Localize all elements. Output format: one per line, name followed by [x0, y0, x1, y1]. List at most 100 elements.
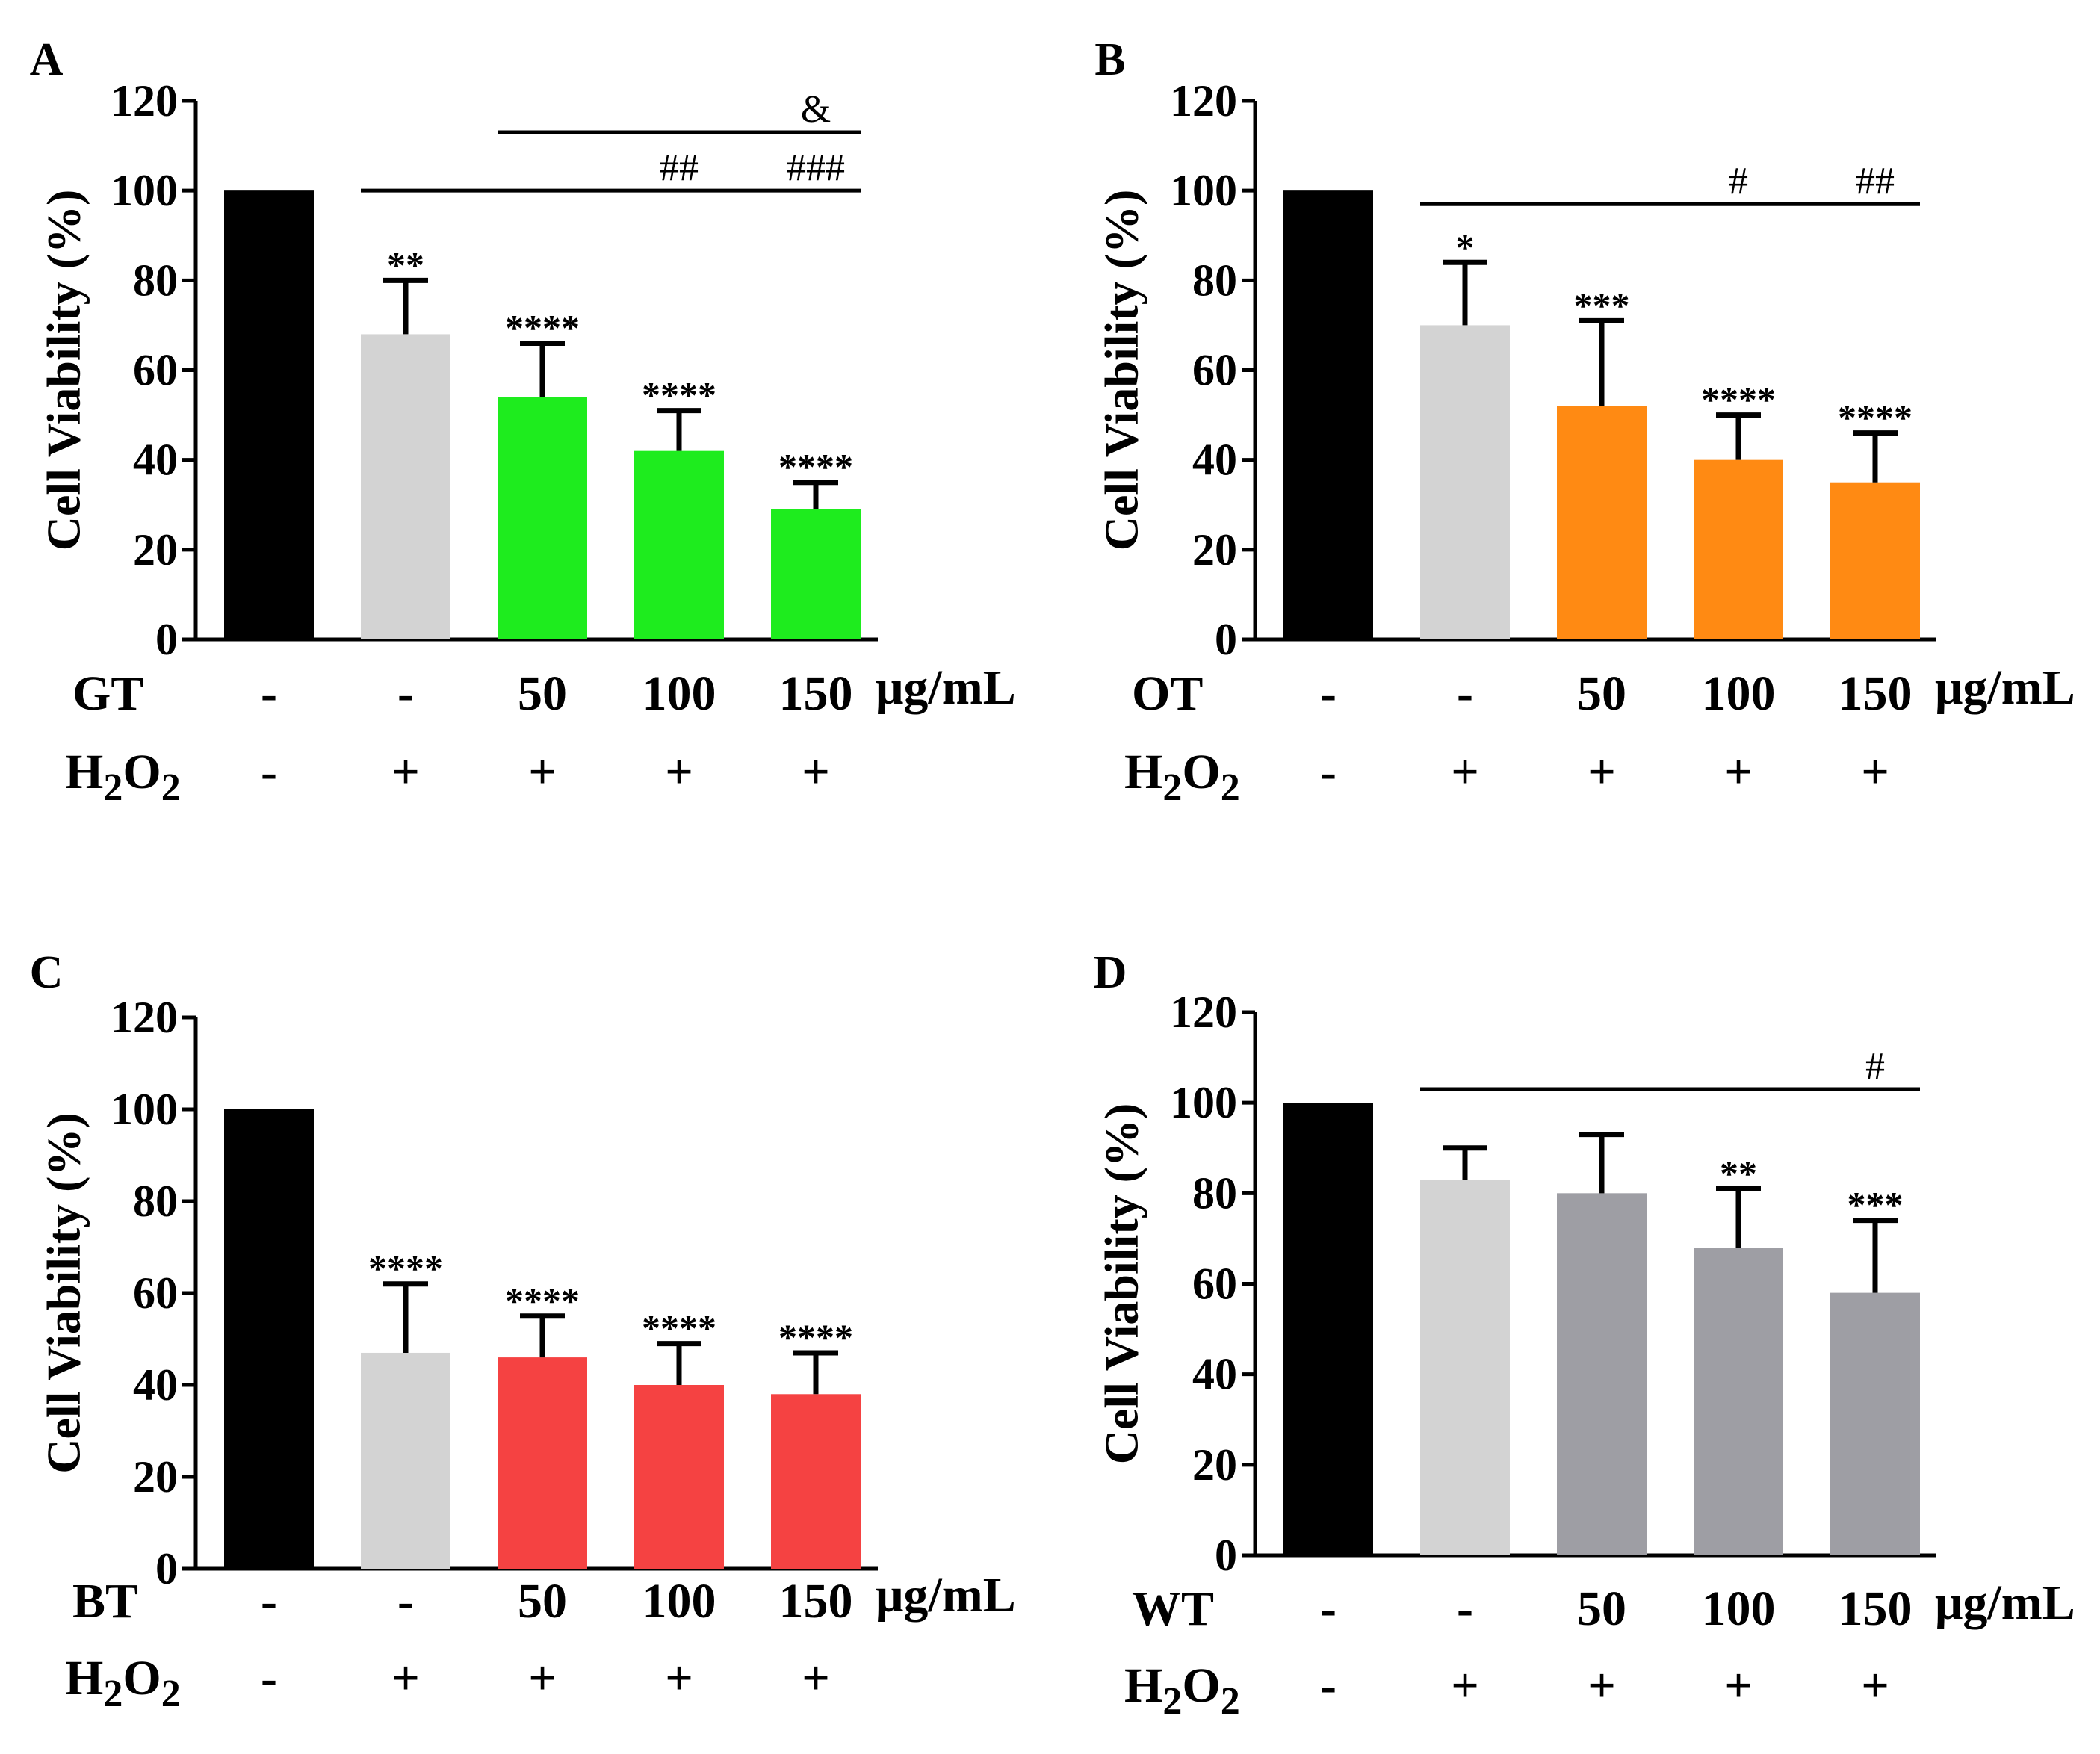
- y-tick-label: 120: [111, 993, 178, 1042]
- y-tick-label: 80: [133, 255, 178, 305]
- y-tick-label: 40: [133, 436, 178, 485]
- panel-letter: A: [30, 34, 64, 85]
- significance-label: ****: [505, 306, 580, 348]
- bar: [1694, 459, 1783, 639]
- bar: [634, 1385, 724, 1569]
- y-tick-label: 100: [1170, 1078, 1237, 1127]
- y-tick-label: 60: [1192, 1259, 1237, 1309]
- y-tick-label: 40: [133, 1360, 178, 1410]
- row1-unit: μg/mL: [1935, 660, 2075, 715]
- row1-value: -: [1457, 1581, 1473, 1636]
- row2-value: -: [1320, 1658, 1336, 1713]
- bar: [1283, 1103, 1373, 1555]
- y-tick-label: 120: [1170, 988, 1237, 1037]
- row2-label-part: H: [1124, 1658, 1162, 1713]
- row2-label-part: 2: [1221, 766, 1240, 809]
- row1-value: 150: [779, 1574, 853, 1629]
- y-tick-label: 80: [1192, 1168, 1237, 1218]
- row2-label-part: H: [65, 745, 103, 799]
- row1-value: 50: [1577, 666, 1626, 721]
- y-tick-label: 80: [133, 1177, 178, 1226]
- bar: [1694, 1248, 1783, 1555]
- row1-label: WT: [1132, 1581, 1214, 1636]
- row2-value: +: [1861, 745, 1889, 799]
- y-axis-label: Cell Viability (%): [37, 190, 90, 551]
- row1-value: -: [1320, 666, 1336, 721]
- significance-label: *: [1456, 226, 1475, 267]
- row2-value: +: [1588, 1658, 1616, 1713]
- panel-letter: C: [30, 947, 64, 998]
- row1-unit: μg/mL: [1935, 1575, 2075, 1630]
- row2-value: +: [1724, 1658, 1753, 1713]
- y-tick-label: 120: [111, 76, 178, 125]
- row2-value: +: [391, 1651, 420, 1705]
- row1-value: 50: [518, 666, 567, 721]
- y-tick-label: 0: [1215, 615, 1237, 664]
- comparison-mark: ###: [787, 146, 845, 189]
- row2-label-part: O: [1182, 745, 1220, 799]
- row1-value: -: [397, 1574, 414, 1629]
- bar: [771, 1394, 861, 1569]
- row2-label: H2O2: [65, 745, 181, 809]
- bar: [224, 1109, 314, 1569]
- panel-c: C Cell Viability (%) 0 20 40 60 80 100 120 **** **…: [30, 947, 1016, 1715]
- y-tick-label: 40: [1192, 1350, 1237, 1399]
- row1-value: 100: [1702, 1581, 1776, 1636]
- panel-letter: B: [1094, 34, 1125, 85]
- row2-label: H2O2: [1124, 1658, 1240, 1723]
- row2-label-part: 2: [1162, 1680, 1182, 1723]
- bar: [1420, 325, 1510, 639]
- y-tick-label: 80: [1192, 255, 1237, 305]
- row2-label-part: H: [65, 1651, 103, 1705]
- bar: [1283, 190, 1373, 639]
- row2-label-part: 2: [103, 1673, 123, 1715]
- significance-label: ***: [1574, 284, 1630, 326]
- row2-label-part: 2: [103, 766, 123, 809]
- row2-label-part: H: [1124, 745, 1162, 799]
- comparison-mark: &: [801, 88, 831, 131]
- row1-unit: μg/mL: [876, 1568, 1016, 1623]
- row1-label: BT: [72, 1574, 138, 1629]
- row1-value: 150: [779, 666, 853, 721]
- row2-label: H2O2: [1124, 745, 1240, 809]
- bar: [361, 1352, 450, 1569]
- bar: [1557, 406, 1647, 639]
- row2-value: +: [528, 1651, 557, 1705]
- row1-value: 100: [642, 666, 716, 721]
- y-axis-label: Cell Viability (%): [37, 1112, 90, 1474]
- significance-label: ****: [1838, 397, 1912, 438]
- y-tick-label: 0: [155, 1544, 178, 1593]
- row2-value: +: [1451, 1658, 1479, 1713]
- y-tick-label: 60: [133, 1268, 178, 1318]
- row1-label: OT: [1132, 666, 1203, 721]
- comparison-mark: #: [1729, 160, 1748, 202]
- y-tick-label: 100: [1170, 166, 1237, 215]
- row1-value: 150: [1839, 666, 1912, 721]
- row2-label-part: 2: [1162, 766, 1182, 809]
- row1-value: -: [1457, 666, 1473, 721]
- bar: [771, 509, 861, 639]
- bar: [634, 450, 724, 639]
- comparison-mark: ##: [1856, 160, 1895, 202]
- y-tick-label: 0: [155, 615, 178, 664]
- row1-value: -: [397, 666, 414, 721]
- row2-label-part: 2: [161, 1673, 181, 1715]
- row2-value: +: [1861, 1658, 1889, 1713]
- significance-label: ****: [778, 446, 853, 488]
- row2-value: +: [665, 1651, 693, 1705]
- row2-value: -: [261, 745, 277, 799]
- row2-value: -: [261, 1651, 277, 1705]
- row1-value: 100: [642, 1574, 716, 1629]
- row2-label-part: O: [1182, 1658, 1220, 1713]
- y-tick-label: 20: [133, 525, 178, 574]
- comparison-mark: #: [1865, 1045, 1885, 1088]
- row1-value: 50: [518, 1574, 567, 1629]
- significance-label: ***: [1847, 1184, 1904, 1226]
- bar: [498, 1357, 587, 1569]
- bar: [361, 334, 450, 639]
- y-tick-label: 20: [1192, 1440, 1237, 1490]
